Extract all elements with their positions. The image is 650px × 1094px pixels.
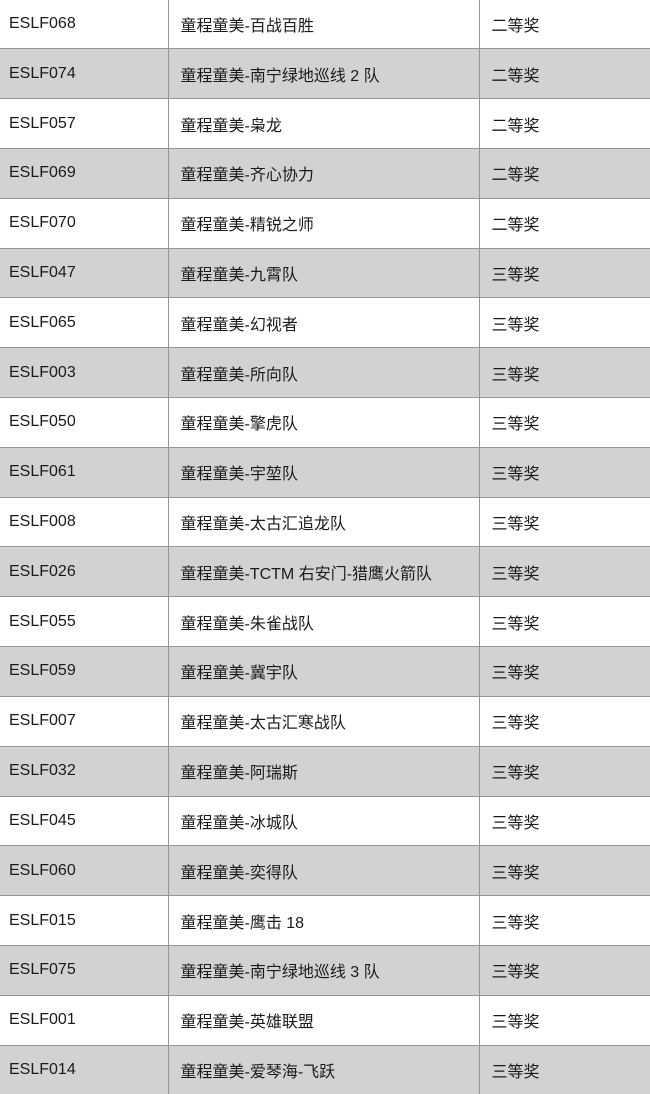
team-name-cell: 童程童美-太古汇寒战队 (167, 695, 480, 747)
team-name-cell: 童程童美-百战百胜 (167, 0, 480, 50)
table-row: ESLF050 童程童美-擎虎队 三等奖 (0, 397, 650, 448)
award-cell: 三等奖 (478, 695, 650, 747)
team-name-cell: 童程童美-幻视者 (167, 297, 480, 349)
table-row: ESLF001 童程童美-英雄联盟 三等奖 (0, 994, 650, 1046)
team-name-cell: 童程童美-爱琴海-飞跃 (167, 1044, 480, 1094)
team-code-cell: ESLF061 (0, 446, 169, 498)
award-cell: 三等奖 (478, 347, 650, 398)
team-name-cell: 童程童美-宇堃队 (167, 446, 480, 498)
award-cell: 三等奖 (478, 944, 650, 996)
award-cell: 三等奖 (478, 994, 650, 1046)
team-name-cell: 童程童美-鹰击 18 (167, 895, 480, 946)
team-code-cell: ESLF065 (0, 297, 169, 349)
award-cell: 二等奖 (478, 147, 650, 199)
team-code-cell: ESLF026 (0, 546, 169, 598)
table-row: ESLF075 童程童美-南宁绿地巡线 3 队三等奖 (0, 944, 650, 996)
team-code-cell: ESLF007 (0, 695, 169, 747)
award-cell: 三等奖 (478, 745, 650, 797)
team-name-cell: 童程童美-南宁绿地巡线 3 队 (167, 944, 480, 996)
team-code-cell: ESLF055 (0, 596, 169, 648)
award-cell: 三等奖 (478, 895, 650, 946)
team-code-cell: ESLF050 (0, 397, 169, 448)
team-name-cell: 童程童美-精锐之师 (167, 197, 480, 249)
table-row: ESLF026 童程童美-TCTM 右安门-猎鹰火箭队 三等奖 (0, 546, 650, 598)
table-row: ESLF069 童程童美-齐心协力 二等奖 (0, 147, 650, 199)
table-row: ESLF074 童程童美-南宁绿地巡线 2 队二等奖 (0, 48, 650, 100)
award-cell: 三等奖 (478, 247, 650, 299)
team-name-cell: 童程童美-阿瑞斯 (167, 745, 480, 797)
team-code-cell: ESLF014 (0, 1044, 169, 1094)
team-code-cell: ESLF075 (0, 944, 169, 996)
award-cell: 三等奖 (478, 845, 650, 897)
award-cell: 三等奖 (478, 795, 650, 847)
team-code-cell: ESLF068 (0, 0, 169, 50)
team-name-cell: 童程童美-所向队 (167, 347, 480, 398)
table-row: ESLF068 童程童美-百战百胜 二等奖 (0, 0, 650, 50)
team-name-cell: 童程童美-冰城队 (167, 795, 480, 847)
team-code-cell: ESLF060 (0, 845, 169, 897)
team-code-cell: ESLF032 (0, 745, 169, 797)
team-code-cell: ESLF045 (0, 795, 169, 847)
team-code-cell: ESLF008 (0, 496, 169, 548)
table-row: ESLF059 童程童美-冀宇队 三等奖 (0, 646, 650, 697)
table-row: ESLF032 童程童美-阿瑞斯 三等奖 (0, 745, 650, 797)
team-name-cell: 童程童美-九霄队 (167, 247, 480, 299)
team-name-cell: 童程童美-TCTM 右安门-猎鹰火箭队 (167, 546, 480, 598)
award-cell: 三等奖 (478, 496, 650, 548)
table-row: ESLF008 童程童美-太古汇追龙队 三等奖 (0, 496, 650, 548)
team-code-cell: ESLF059 (0, 646, 169, 697)
team-code-cell: ESLF069 (0, 147, 169, 199)
award-cell: 三等奖 (478, 1044, 650, 1094)
team-name-cell: 童程童美-枭龙 (167, 98, 480, 149)
table-row: ESLF047 童程童美-九霄队 三等奖 (0, 247, 650, 299)
team-name-cell: 童程童美-南宁绿地巡线 2 队 (167, 48, 480, 100)
table-row: ESLF061 童程童美-宇堃队 三等奖 (0, 446, 650, 498)
team-code-cell: ESLF047 (0, 247, 169, 299)
team-name-cell: 童程童美-朱雀战队 (167, 596, 480, 648)
award-cell: 三等奖 (478, 446, 650, 498)
award-cell: 二等奖 (478, 48, 650, 100)
award-cell: 三等奖 (478, 546, 650, 598)
team-name-cell: 童程童美-齐心协力 (167, 147, 480, 199)
table-row: ESLF057 童程童美-枭龙 二等奖 (0, 98, 650, 149)
award-cell: 二等奖 (478, 0, 650, 50)
table-row: ESLF065 童程童美-幻视者 三等奖 (0, 297, 650, 349)
team-code-cell: ESLF074 (0, 48, 169, 100)
table-row: ESLF070 童程童美-精锐之师 二等奖 (0, 197, 650, 249)
team-code-cell: ESLF070 (0, 197, 169, 249)
award-cell: 二等奖 (478, 98, 650, 149)
team-name-cell: 童程童美-奕得队 (167, 845, 480, 897)
table-row: ESLF055 童程童美-朱雀战队 三等奖 (0, 596, 650, 648)
team-name-cell: 童程童美-英雄联盟 (167, 994, 480, 1046)
award-cell: 三等奖 (478, 646, 650, 697)
table-row: ESLF060 童程童美-奕得队 三等奖 (0, 845, 650, 897)
team-name-cell: 童程童美-太古汇追龙队 (167, 496, 480, 548)
table-row: ESLF045 童程童美-冰城队 三等奖 (0, 795, 650, 847)
team-code-cell: ESLF015 (0, 895, 169, 946)
award-cell: 三等奖 (478, 397, 650, 448)
award-cell: 三等奖 (478, 596, 650, 648)
team-code-cell: ESLF001 (0, 994, 169, 1046)
team-name-cell: 童程童美-擎虎队 (167, 397, 480, 448)
table-row: ESLF015 童程童美-鹰击 18 三等奖 (0, 895, 650, 946)
team-name-cell: 童程童美-冀宇队 (167, 646, 480, 697)
team-code-cell: ESLF003 (0, 347, 169, 398)
award-cell: 二等奖 (478, 197, 650, 249)
table-row: ESLF014 童程童美-爱琴海-飞跃 三等奖 (0, 1044, 650, 1094)
award-cell: 三等奖 (478, 297, 650, 349)
team-code-cell: ESLF057 (0, 98, 169, 149)
table-row: ESLF003 童程童美-所向队 三等奖 (0, 347, 650, 398)
table-row: ESLF007 童程童美-太古汇寒战队 三等奖 (0, 695, 650, 747)
